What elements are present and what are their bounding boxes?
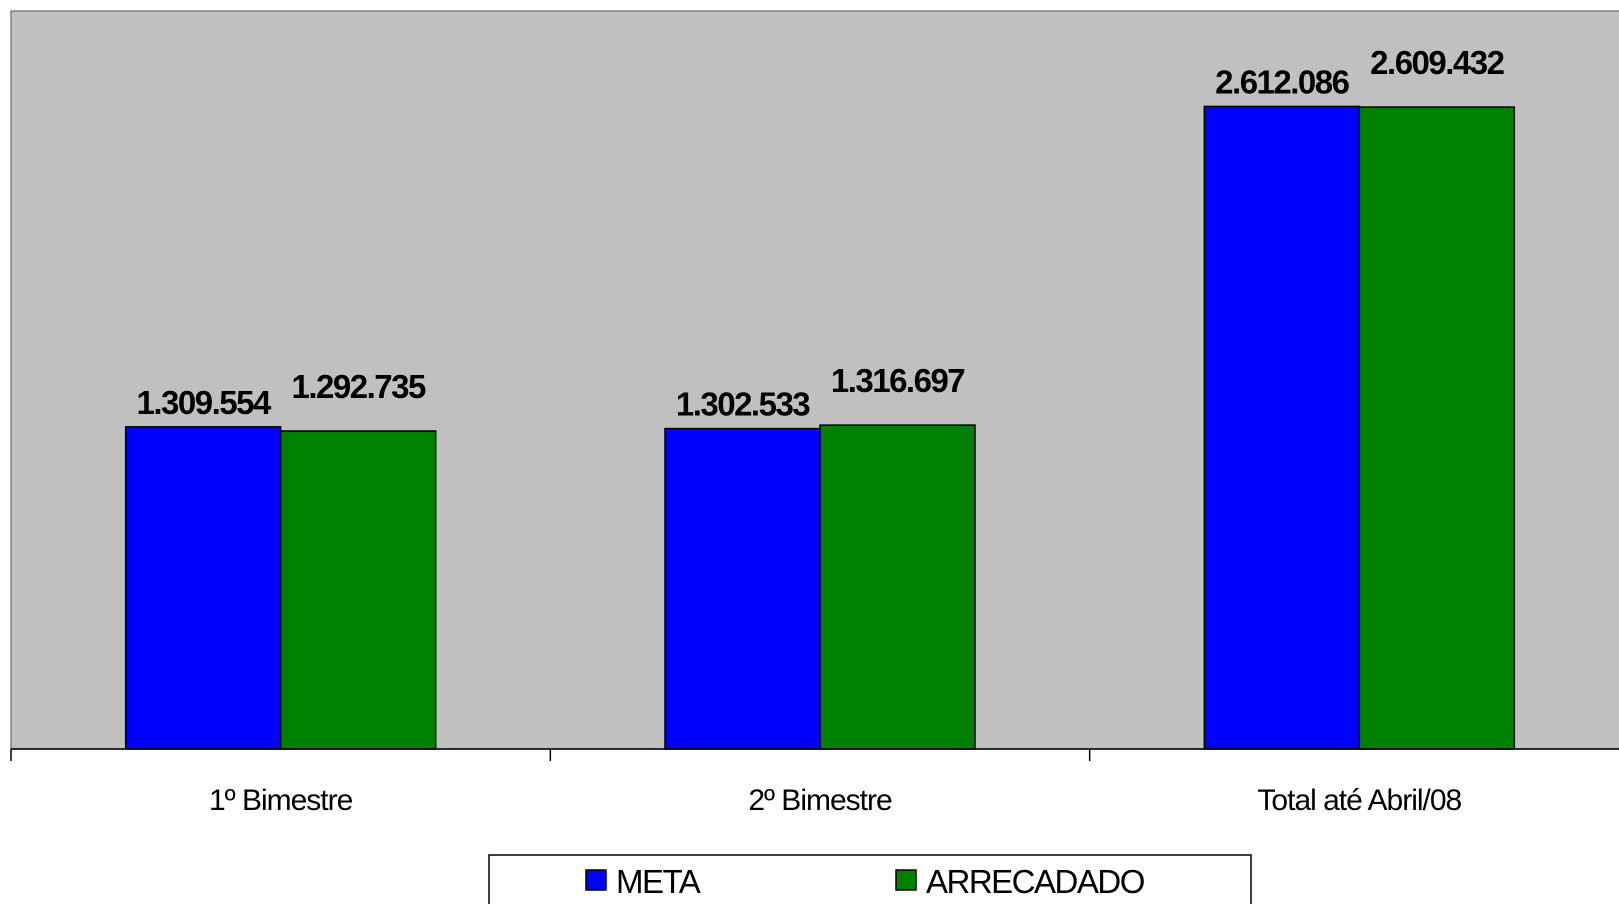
data-label-arrecadado-2: 1.316.697 bbox=[831, 362, 964, 399]
x-axis-ticks bbox=[10, 749, 1091, 761]
bar-meta-2 bbox=[664, 427, 821, 750]
x-tick-label-3: Total até Abril/08 bbox=[1257, 784, 1461, 817]
legend-swatch-meta bbox=[585, 869, 607, 891]
bar-arrecadado-1 bbox=[279, 430, 437, 750]
legend-box bbox=[488, 854, 1252, 904]
bar-meta-1 bbox=[124, 426, 282, 750]
value-labels-layer: 1.309.554 1.292.735 1.302.533 1.316.697 2.61… bbox=[137, 44, 1507, 423]
data-label-arrecadado-1: 1.292.735 bbox=[292, 368, 426, 405]
bar-arrecadado-2 bbox=[819, 424, 976, 750]
data-label-arrecadado-3: 2.609.432 bbox=[1370, 44, 1504, 81]
data-label-meta-1: 1.309.554 bbox=[137, 384, 272, 421]
x-tick-label-1: 1º Bimestre bbox=[209, 784, 353, 817]
legend-label-arrecadado: ARRECADADO bbox=[926, 863, 1145, 900]
bars-layer bbox=[124, 105, 1516, 750]
data-label-meta-3: 2.612.086 bbox=[1215, 63, 1349, 100]
legend-swatch-arrecadado bbox=[895, 869, 917, 891]
bar-meta-3 bbox=[1203, 105, 1361, 750]
x-tick-label-2: 2º Bimestre bbox=[748, 784, 892, 817]
bar-arrecadado-3 bbox=[1358, 106, 1516, 750]
legend-label-meta: META bbox=[616, 863, 701, 900]
data-label-meta-2: 1.302.533 bbox=[676, 386, 810, 423]
x-axis-tick-labels: 1º Bimestre 2º Bimestre Total até Abril/08 bbox=[209, 784, 1463, 817]
legend: META ARRECADADO bbox=[488, 854, 1252, 904]
